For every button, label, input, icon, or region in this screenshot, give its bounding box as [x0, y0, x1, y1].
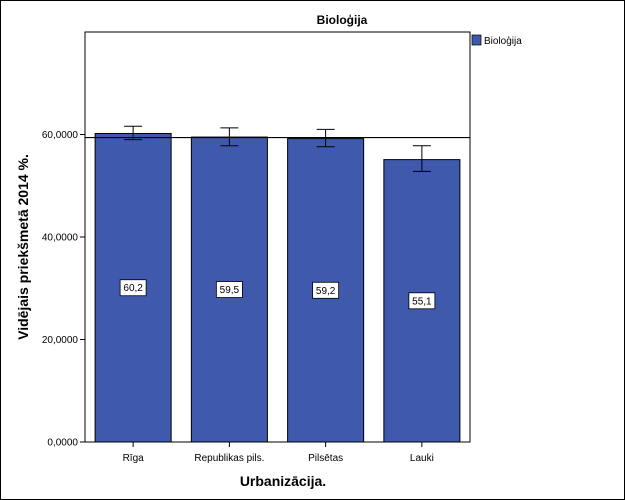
x-tick-label: Republikas pils. [194, 453, 264, 464]
y-tick-label: 60,0000 [42, 130, 79, 141]
x-tick-label: Rīga [123, 453, 145, 464]
legend-label: Bioloģija [484, 34, 522, 47]
data-label: 55,1 [412, 296, 432, 307]
legend: Bioloģija [471, 34, 522, 47]
y-tick-label: 0,0000 [47, 438, 78, 449]
x-axis: Rīga Republikas pils. Pilsētas Lauki [123, 442, 434, 464]
chart-title: Bioloģija [317, 13, 368, 27]
data-labels: 60,2 59,5 59,2 55,1 [119, 279, 436, 310]
data-label-box [215, 281, 243, 298]
legend-swatch [471, 34, 482, 46]
data-label: 59,5 [220, 285, 240, 296]
data-label-box [408, 292, 436, 310]
y-tick-label: 20,0000 [42, 335, 79, 346]
data-label-box [312, 281, 340, 299]
data-label: 59,2 [316, 286, 336, 297]
y-axis: 0,0000 20,0000 40,0000 60,0000 [42, 130, 85, 449]
y-tick-label: 40,0000 [42, 233, 79, 244]
x-axis-title: Urbanizācija. [240, 473, 326, 489]
data-label: 60,2 [123, 283, 143, 294]
x-tick-label: Pilsētas [308, 453, 343, 464]
x-tick-label: Lauki [410, 453, 434, 464]
data-label-box [119, 279, 147, 297]
error-bars [85, 125, 470, 172]
y-axis-title: Vidējais priekšmetā 2014 %. [15, 154, 31, 340]
